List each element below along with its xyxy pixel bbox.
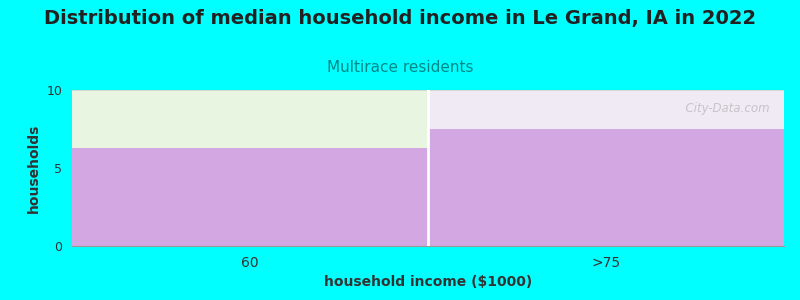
Y-axis label: households: households bbox=[27, 123, 41, 213]
Text: Distribution of median household income in Le Grand, IA in 2022: Distribution of median household income … bbox=[44, 9, 756, 28]
Text: City-Data.com: City-Data.com bbox=[678, 103, 770, 116]
Text: Multirace residents: Multirace residents bbox=[326, 60, 474, 75]
X-axis label: household income ($1000): household income ($1000) bbox=[324, 275, 532, 289]
